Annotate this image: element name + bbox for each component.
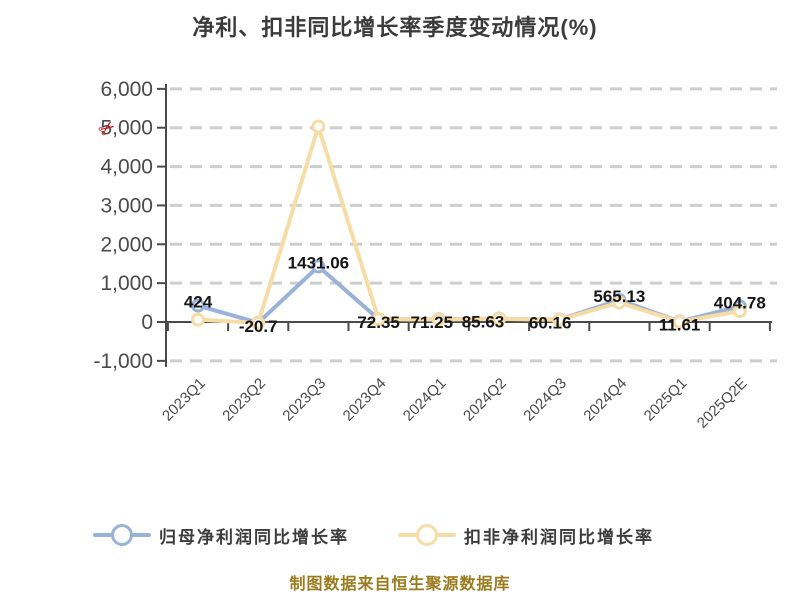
svg-text:2023Q4: 2023Q4 [340,375,390,425]
svg-text:60.16: 60.16 [529,314,572,333]
svg-text:4,000: 4,000 [100,156,153,179]
legend-marker-yellow-icon [398,524,456,546]
svg-text:404.78: 404.78 [714,293,766,312]
svg-text:5,000: 5,000 [100,117,153,140]
svg-text:85.63: 85.63 [462,313,505,332]
svg-text:3,000: 3,000 [100,194,153,217]
svg-text:2023Q3: 2023Q3 [279,375,329,425]
svg-text:6,000: 6,000 [100,78,153,101]
legend-item-deducted-net-profit[interactable]: 扣非净利润同比增长率 [398,522,654,548]
legend-circle-yellow [416,524,438,546]
legend-label-deducted-net-profit: 扣非净利润同比增长率 [464,527,654,547]
x-tick-labels: 2023Q1 2023Q2 2023Q3 2023Q4 2024Q1 2024Q2 2024… [159,375,751,432]
legend-marker-blue-icon [93,524,151,546]
svg-text:2,000: 2,000 [100,233,153,256]
svg-text:2025Q2E: 2025Q2E [694,375,751,432]
legend-label-parent-net-profit: 归母净利润同比增长率 [159,527,349,547]
svg-text:-1,000: -1,000 [93,350,153,373]
y-tick-labels: 6,000 5,000 4,000 3,000 2,000 1,000 0 -1,000 [93,78,153,373]
legend-item-parent-net-profit[interactable]: 归母净利润同比增长率 [93,522,349,548]
svg-text:2024Q2: 2024Q2 [460,375,510,425]
svg-text:72.35: 72.35 [357,313,400,332]
svg-text:2023Q2: 2023Q2 [219,375,269,425]
svg-text:2024Q1: 2024Q1 [400,375,450,425]
svg-text:2024Q4: 2024Q4 [580,375,630,425]
y-gridlines [170,87,777,363]
svg-text:11.61: 11.61 [659,316,701,335]
svg-text:71.25: 71.25 [411,313,454,332]
svg-text:2023Q1: 2023Q1 [159,375,209,425]
legend-circle-blue [111,524,133,546]
svg-text:2025Q1: 2025Q1 [641,375,691,425]
point-value-labels: 424 -20.7 1431.06 72.35 71.25 85.63 60.16 565.1… [184,253,766,335]
svg-text:0: 0 [141,311,153,334]
svg-text:1431.06: 1431.06 [288,253,349,272]
axis-ticks [157,87,771,362]
svg-text:-20.7: -20.7 [239,317,278,336]
svg-text:1,000: 1,000 [100,272,153,295]
svg-text:424: 424 [184,293,213,312]
series-markers-1 [191,119,747,330]
chart-title: 净利、扣非同比增长率季度变动情况(%) [192,15,598,40]
data-source-note: 制图数据来自恒生聚源数据库 [289,576,511,593]
legend: 归母净利润同比增长率 扣非净利润同比增长率 [0,522,800,552]
series-line-1 [196,124,742,325]
svg-text:2024Q3: 2024Q3 [520,375,570,425]
svg-text:565.13: 565.13 [593,287,645,306]
